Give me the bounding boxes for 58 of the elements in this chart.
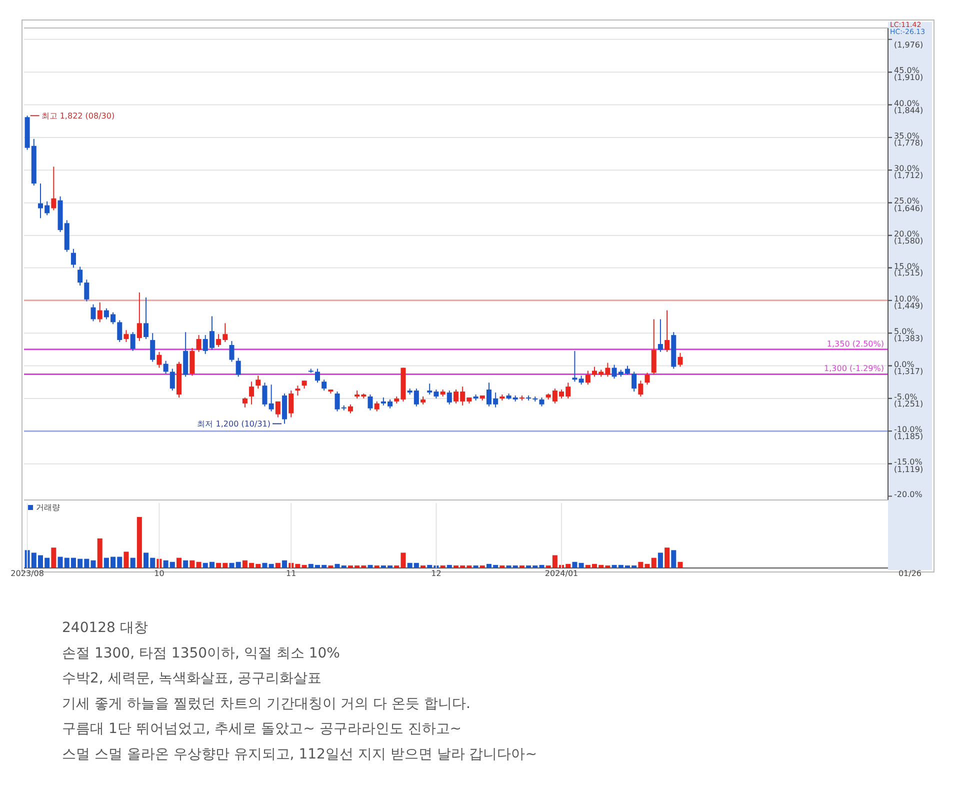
bar bbox=[130, 558, 136, 568]
x-tick-label: 2023/08 bbox=[10, 569, 44, 578]
y-tick-label: (1,119) bbox=[894, 464, 924, 474]
text: 01/26 bbox=[898, 569, 922, 578]
bar bbox=[51, 548, 56, 568]
y-tick-label: (1,515) bbox=[894, 268, 924, 278]
y-tick-label: (1,910) bbox=[894, 73, 924, 82]
y-tick-label: (1,185) bbox=[894, 432, 924, 442]
bar bbox=[658, 552, 663, 568]
y-tick-label: (1,712) bbox=[894, 171, 924, 180]
y2-tick-label: 25.0% bbox=[894, 196, 920, 206]
y2-tick-label: -20.0% bbox=[894, 490, 923, 500]
text: 구름대 1단 뛰어넘었고, 추세로 돌았고~ 공구라라인도 진하고~ bbox=[62, 721, 462, 738]
text: 스멀 스멀 올라온 우상향만 유지되고, 112일선 지지 받으면 날라 갑니다아~ bbox=[62, 746, 537, 762]
y2-tick-label: -5.0% bbox=[894, 392, 918, 402]
y2-tick-label: 15.0% bbox=[894, 262, 920, 271]
y2-tick-label: -10.0% bbox=[894, 424, 923, 434]
bar bbox=[176, 558, 182, 568]
text: 기세 좋게 하늘을 찔렀던 차트의 기간대칭이 거의 다 온듯 합니다. bbox=[62, 696, 471, 712]
ref-line-label: 1,300 (-1.29%) bbox=[824, 364, 884, 374]
bar bbox=[190, 560, 195, 568]
text: 240128 대창 bbox=[62, 620, 148, 636]
ref-line-label: 1,350 (2.50%) bbox=[826, 339, 884, 348]
y-tick-label: (1,646) bbox=[894, 204, 924, 213]
y-tick-label: (1,251) bbox=[894, 399, 924, 408]
y2-tick-label: 5.0% bbox=[894, 327, 915, 336]
annotation: 최저 1,200 (10/31) bbox=[197, 420, 271, 429]
y-tick-label: (1,449) bbox=[894, 301, 924, 310]
bar bbox=[183, 560, 188, 568]
bar bbox=[664, 548, 670, 568]
text: 손절 1300, 타점 1350이하, 익절 최소 10% bbox=[62, 645, 340, 662]
bar bbox=[671, 550, 676, 568]
y-tick-label: (1,383) bbox=[894, 334, 924, 344]
x-tick-label: 11 bbox=[286, 569, 296, 578]
bar bbox=[136, 517, 142, 568]
legend-label: 거래량 bbox=[36, 503, 60, 512]
y2-tick-label: 45.0% bbox=[894, 66, 920, 76]
bar bbox=[282, 560, 288, 568]
text: 수박2, 세력문, 녹색화살표, 공구리화살표 bbox=[62, 670, 322, 687]
y2-tick-label: 30.0% bbox=[894, 164, 920, 174]
y-tick-label: (1,778) bbox=[894, 138, 924, 148]
annotation: 최고 1,822 (08/30) bbox=[41, 112, 115, 121]
x-tick-label: 2024/01 bbox=[544, 569, 578, 578]
bar bbox=[678, 562, 683, 568]
bar bbox=[124, 552, 129, 568]
y-tick-label: (1,580) bbox=[894, 236, 924, 246]
y2-tick-label: 10.0% bbox=[894, 294, 920, 304]
x-tick-label: 12 bbox=[431, 569, 442, 578]
y2-tick-label: 35.0% bbox=[894, 131, 920, 140]
y-tick-label: (1,976) bbox=[894, 40, 924, 50]
y2-tick-label: 40.0% bbox=[894, 98, 920, 108]
y-tick-label: (1,844) bbox=[894, 106, 924, 115]
bar bbox=[97, 538, 102, 568]
y-tick-label: (1,317) bbox=[894, 366, 924, 376]
y2-tick-label: 0.0% bbox=[894, 360, 915, 369]
x-tick-label: 10 bbox=[154, 569, 164, 578]
y2-tick-label: 20.0% bbox=[894, 229, 920, 238]
y2-tick-label: -15.0% bbox=[894, 458, 923, 467]
